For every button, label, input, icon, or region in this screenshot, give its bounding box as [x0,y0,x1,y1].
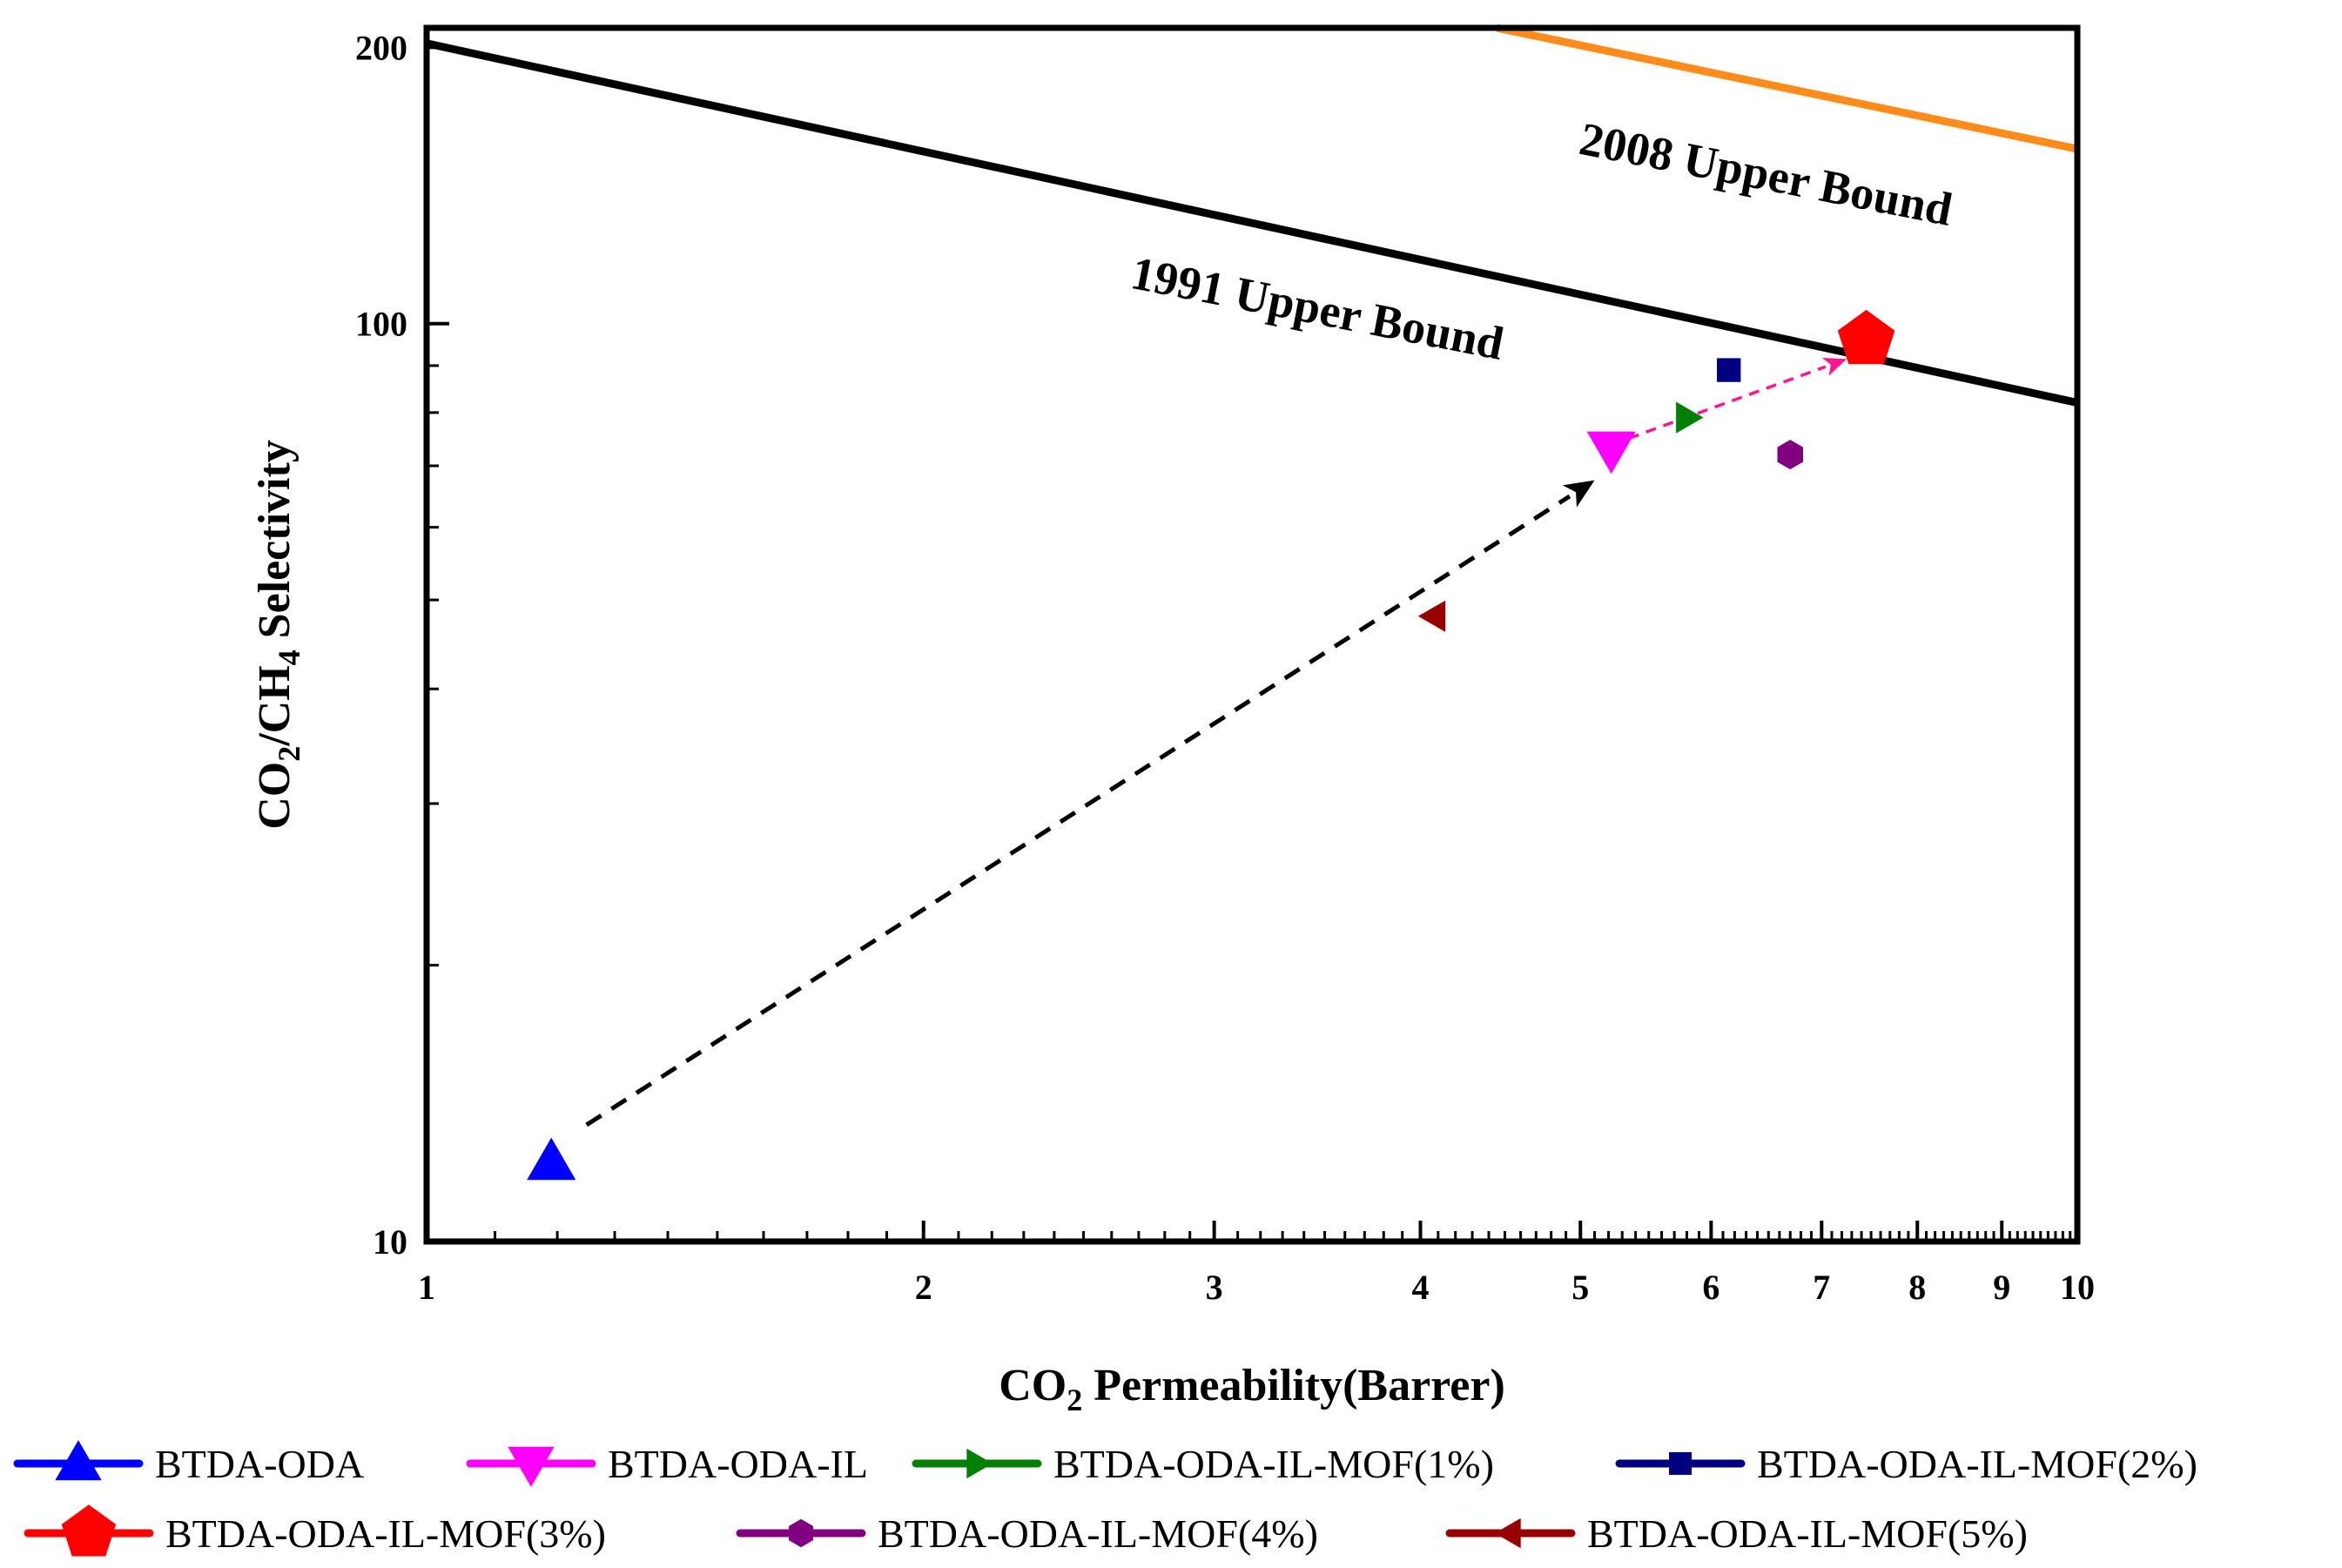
marker-btda-oda-il-mof-3 [1837,309,1895,365]
legend-label: BTDA-ODA-IL-MOF(3%) [165,1511,606,1556]
marker-btda-oda-il-mof-2 [1717,358,1741,382]
y-tick-label: 100 [355,305,407,344]
legend-item-btda-oda: BTDA-ODA [13,1440,364,1486]
legend-item-btda-oda-il-mof-3: BTDA-ODA-IL-MOF(3%) [24,1504,606,1557]
legend-item-btda-oda-il-mof-2: BTDA-ODA-IL-MOF(2%) [1615,1442,2197,1486]
legend-item-btda-oda-il-mof-5: BTDA-ODA-IL-MOF(5%) [1445,1511,2028,1556]
marker-btda-oda-il-mof-1 [1676,401,1704,434]
legend-label: BTDA-ODA-IL-MOF(2%) [1757,1442,2197,1486]
data-markers [527,309,1895,1181]
trend-arrow-line [585,494,1571,1127]
legend-label: BTDA-ODA [155,1442,364,1486]
legend-item-btda-oda-il-mof-1: BTDA-ODA-IL-MOF(1%) [912,1442,1494,1486]
legend-marker [61,1504,117,1557]
legend-item-btda-oda-il: BTDA-ODA-IL [466,1442,868,1487]
legend-item-btda-oda-il-mof-4: BTDA-ODA-IL-MOF(4%) [736,1511,1318,1556]
x-tick-label: 7 [1813,1268,1830,1307]
y-axis-title: CO2/CH4 Selectivity [250,440,306,830]
trend-arrow-head [1562,480,1595,508]
x-tick-label: 3 [1206,1268,1223,1307]
legend-label: BTDA-ODA-IL-MOF(1%) [1053,1442,1494,1486]
legend: BTDA-ODA BTDA-ODA-IL BTDA-ODA-IL-MOF(1%) BT… [13,1440,2197,1557]
trend-arrows [585,357,1847,1127]
minor-ticks [427,364,2072,1242]
x-tick-label: 2 [915,1268,932,1307]
marker-btda-oda [527,1137,576,1181]
x-axis-title: CO2 Permeability(Barrer) [999,1361,1505,1417]
legend-marker [966,1448,993,1479]
legend-marker [1669,1452,1692,1475]
marker-btda-oda-il-mof-5 [1417,600,1446,632]
trend-arrow-line [1628,365,1827,441]
legend-label: BTDA-ODA-IL [608,1442,868,1486]
y-tick-label: 10 [373,1222,407,1262]
bound-2008-label: 2008 Upper Bound [1576,112,1957,236]
trend-arrow-head [1822,357,1847,376]
y-tick-label: 200 [355,28,407,67]
legend-marker [55,1440,102,1481]
plot-frame [423,24,2081,1245]
x-tick-label: 10 [2060,1268,2095,1307]
marker-btda-oda-il-mof-4 [1777,440,1803,470]
legend-marker [789,1518,813,1548]
legend-marker [1495,1518,1521,1549]
x-tick-label: 8 [1908,1268,1926,1307]
x-tick-label: 5 [1571,1268,1589,1307]
legend-label: BTDA-ODA-IL-MOF(4%) [878,1511,1318,1556]
legend-label: BTDA-ODA-IL-MOF(5%) [1587,1511,2028,1556]
x-tick-label: 9 [1993,1268,2010,1307]
tick-labels: 1 2 3 4 5 6 7 8 9 10 10 100 200 [355,28,2095,1307]
bound-2008-line [1496,24,2078,153]
legend-marker [508,1446,555,1487]
x-tick-label: 4 [1412,1268,1430,1307]
x-tick-label: 6 [1702,1268,1719,1307]
marker-btda-oda-il [1586,431,1636,474]
x-tick-label: 1 [418,1268,435,1307]
bound-1991-line [426,39,2078,407]
